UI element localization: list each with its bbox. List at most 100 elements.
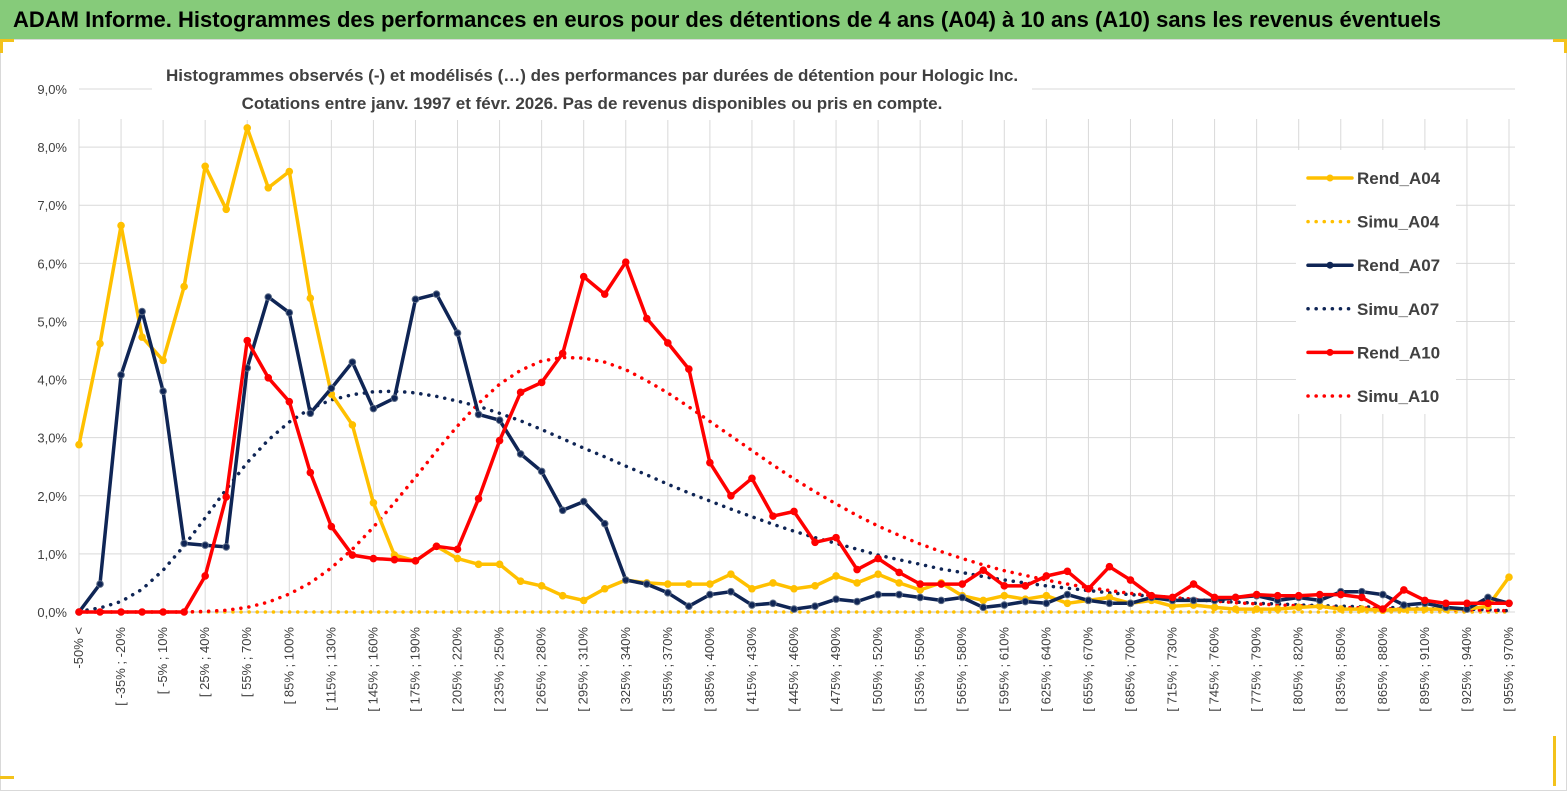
data-point-rend_a07	[642, 580, 651, 588]
data-point-rend_a10	[1294, 591, 1303, 600]
data-point-rend_a10	[727, 491, 735, 500]
data-point-rend_a07	[916, 593, 924, 602]
data-point-rend_a04	[222, 205, 231, 214]
data-point-rend_a04	[1231, 605, 1240, 613]
data-point-rend_a07	[411, 295, 420, 304]
data-point-rend_a04	[853, 579, 861, 587]
chart-title-line1: Histogrammes observés (-) et modélisés (…	[166, 66, 1018, 85]
x-tick-label: [ 265% ; 280%	[534, 627, 549, 712]
data-point-rend_a07	[706, 590, 714, 599]
data-point-rend_a10	[222, 493, 231, 501]
y-tick-label: 7,0%	[37, 198, 67, 213]
x-tick-label: [ 235% ; 250%	[492, 627, 507, 712]
data-point-rend_a07	[937, 596, 946, 605]
legend: Rend_A04 Simu_A04 Rend_A07 Simu_A07 Rend_A10…	[1296, 150, 1456, 414]
data-point-rend_a10	[1042, 572, 1051, 580]
y-tick-label: 4,0%	[37, 373, 67, 388]
data-point-rend_a10	[1273, 591, 1282, 600]
data-point-rend_a10	[138, 608, 146, 616]
x-tick-label: [ 565% ; 580%	[954, 627, 969, 712]
data-point-rend_a10	[685, 365, 693, 373]
data-point-rend_a10	[390, 555, 399, 564]
x-tick-label: [ 115% ; 130%	[323, 627, 338, 711]
data-point-rend_a04	[1336, 605, 1345, 613]
data-point-rend_a10	[1505, 599, 1513, 608]
data-point-rend_a07	[811, 602, 819, 610]
x-tick-label: [ 325% ; 340%	[618, 627, 633, 712]
data-point-rend_a10	[1168, 593, 1177, 602]
data-point-rend_a07	[96, 580, 104, 588]
corner-accent-bottom-left-h	[0, 776, 14, 779]
data-point-rend_a07	[201, 541, 209, 549]
data-point-rend_a07	[727, 587, 735, 596]
corner-accent-top-right-v	[1564, 39, 1567, 53]
y-tick-label: 2,0%	[37, 489, 67, 504]
data-point-rend_a10	[1357, 593, 1366, 602]
data-point-rend_a07	[769, 599, 777, 608]
data-point-rend_a04	[832, 572, 840, 580]
data-point-rend_a07	[159, 387, 167, 395]
legend-label-rend_a04: Rend_A04	[1357, 169, 1441, 188]
data-point-rend_a07	[1105, 599, 1114, 608]
data-point-rend_a10	[958, 580, 967, 588]
data-point-rend_a10	[1189, 580, 1198, 588]
data-point-rend_a10	[516, 388, 525, 397]
x-tick-label: [ 955% ; 970%	[1501, 627, 1516, 712]
data-point-rend_a10	[1442, 599, 1450, 608]
x-tick-label: [ 445% ; 460%	[786, 627, 801, 712]
y-axis: 0,0% 1,0% 2,0% 3,0% 4,0% 5,0% 6,0% 7,0% 8,0% 9,0%	[37, 82, 67, 620]
x-tick-label: [ 865% ; 880%	[1375, 627, 1390, 712]
data-point-rend_a10	[600, 290, 609, 298]
data-point-rend_a10	[180, 608, 188, 616]
x-tick-label: [ 295% ; 310%	[576, 627, 591, 712]
data-point-rend_a10	[1231, 593, 1240, 602]
data-point-rend_a07	[306, 409, 315, 418]
data-point-rend_a04	[706, 580, 714, 588]
data-point-rend_a10	[1084, 584, 1093, 593]
data-point-rend_a07	[264, 293, 273, 301]
data-point-rend_a10	[706, 458, 714, 467]
legend-label-rend_a10: Rend_A10	[1357, 343, 1440, 362]
x-tick-label: [ 655% ; 670%	[1080, 627, 1095, 712]
x-tick-label: [ 595% ; 610%	[996, 627, 1011, 712]
data-point-rend_a07	[495, 416, 504, 425]
x-tick-label: [ 625% ; 640%	[1038, 627, 1053, 712]
data-point-rend_a04	[685, 580, 693, 588]
data-point-rend_a04	[811, 582, 819, 590]
data-point-rend_a10	[348, 551, 357, 559]
y-tick-label: 3,0%	[37, 431, 67, 446]
data-point-rend_a04	[201, 162, 209, 171]
data-point-rend_a10	[453, 545, 462, 554]
x-tick-label: [ -5% ; 10%	[155, 627, 170, 695]
data-point-rend_a10	[664, 339, 672, 347]
data-point-rend_a10	[432, 542, 441, 551]
legend-label-simu_a04: Simu_A04	[1357, 213, 1440, 232]
data-point-rend_a10	[1336, 590, 1345, 599]
series-line-simu_a10	[77, 355, 1511, 614]
data-point-rend_a04	[1210, 603, 1219, 612]
data-point-rend_a10	[1105, 562, 1114, 571]
data-point-rend_a07	[516, 450, 525, 458]
x-tick-label: [ 25% ; 40%	[197, 627, 212, 698]
data-point-rend_a10	[327, 522, 336, 531]
corner-accent-top-right-h	[1553, 39, 1567, 42]
data-point-rend_a04	[1063, 599, 1072, 608]
data-point-rend_a07	[1021, 597, 1030, 606]
data-point-rend_a07	[1084, 596, 1093, 605]
data-point-rend_a04	[264, 183, 273, 192]
data-point-rend_a10	[1063, 567, 1072, 576]
data-point-rend_a04	[159, 356, 167, 365]
data-point-rend_a07	[600, 519, 609, 528]
data-point-rend_a04	[285, 167, 294, 176]
x-tick-label: [ 145% ; 160%	[365, 627, 380, 712]
data-point-rend_a04	[306, 294, 315, 303]
data-point-rend_a04	[769, 579, 777, 587]
data-point-rend_a10	[1000, 582, 1009, 590]
x-tick-label: [ 505% ; 520%	[870, 627, 885, 712]
data-point-rend_a10	[579, 272, 588, 281]
data-point-rend_a10	[285, 397, 294, 406]
data-point-rend_a07	[1126, 599, 1135, 608]
data-point-rend_a07	[895, 590, 903, 599]
data-point-rend_a07	[180, 539, 188, 548]
